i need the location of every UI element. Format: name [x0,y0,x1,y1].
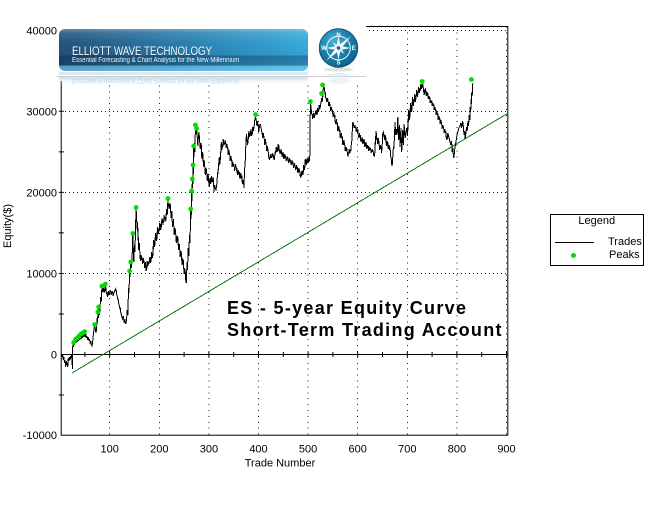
svg-text:E: E [352,46,356,52]
svg-text:400: 400 [249,444,267,456]
svg-text:W: W [321,46,327,52]
svg-text:30000: 30000 [26,106,57,118]
svg-text:700: 700 [398,444,416,456]
svg-text:N: N [336,33,340,39]
svg-text:500: 500 [299,444,317,456]
svg-text:0: 0 [51,350,57,362]
svg-text:Equity($): Equity($) [2,204,14,248]
svg-text:Trade Number: Trade Number [245,458,316,470]
svg-text:10000: 10000 [26,269,57,281]
svg-text:600: 600 [349,444,367,456]
svg-text:300: 300 [200,444,218,456]
svg-text:100: 100 [101,444,119,456]
svg-text:40000: 40000 [26,25,57,37]
svg-text:-10000: -10000 [23,430,57,442]
svg-text:20000: 20000 [26,187,57,199]
svg-text:S: S [336,60,340,66]
svg-text:900: 900 [497,444,515,456]
svg-text:800: 800 [448,444,466,456]
svg-text:200: 200 [150,444,168,456]
